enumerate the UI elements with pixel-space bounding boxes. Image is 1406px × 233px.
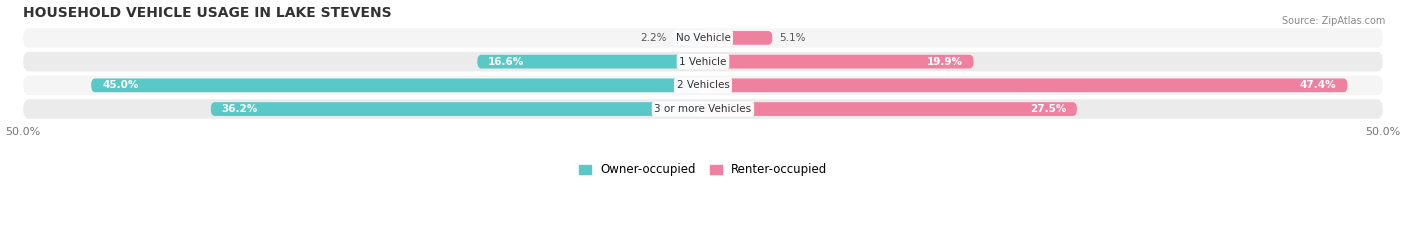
- FancyBboxPatch shape: [91, 79, 703, 92]
- FancyBboxPatch shape: [703, 79, 1347, 92]
- Text: 45.0%: 45.0%: [103, 80, 138, 90]
- FancyBboxPatch shape: [211, 102, 703, 116]
- Text: 2.2%: 2.2%: [640, 33, 666, 43]
- FancyBboxPatch shape: [22, 28, 1384, 48]
- Text: 3 or more Vehicles: 3 or more Vehicles: [654, 104, 752, 114]
- FancyBboxPatch shape: [22, 52, 1384, 71]
- Text: 16.6%: 16.6%: [488, 57, 524, 67]
- FancyBboxPatch shape: [477, 55, 703, 69]
- Text: 1 Vehicle: 1 Vehicle: [679, 57, 727, 67]
- Text: HOUSEHOLD VEHICLE USAGE IN LAKE STEVENS: HOUSEHOLD VEHICLE USAGE IN LAKE STEVENS: [22, 6, 392, 20]
- Text: Source: ZipAtlas.com: Source: ZipAtlas.com: [1281, 16, 1385, 26]
- Text: 2 Vehicles: 2 Vehicles: [676, 80, 730, 90]
- Text: 36.2%: 36.2%: [222, 104, 257, 114]
- Legend: Owner-occupied, Renter-occupied: Owner-occupied, Renter-occupied: [579, 164, 827, 176]
- Text: 5.1%: 5.1%: [779, 33, 806, 43]
- FancyBboxPatch shape: [673, 31, 703, 45]
- FancyBboxPatch shape: [703, 55, 973, 69]
- FancyBboxPatch shape: [703, 102, 1077, 116]
- FancyBboxPatch shape: [703, 31, 772, 45]
- Text: No Vehicle: No Vehicle: [675, 33, 731, 43]
- Text: 19.9%: 19.9%: [927, 57, 963, 67]
- FancyBboxPatch shape: [22, 99, 1384, 119]
- Text: 27.5%: 27.5%: [1029, 104, 1066, 114]
- Text: 47.4%: 47.4%: [1301, 80, 1337, 90]
- FancyBboxPatch shape: [22, 76, 1384, 95]
